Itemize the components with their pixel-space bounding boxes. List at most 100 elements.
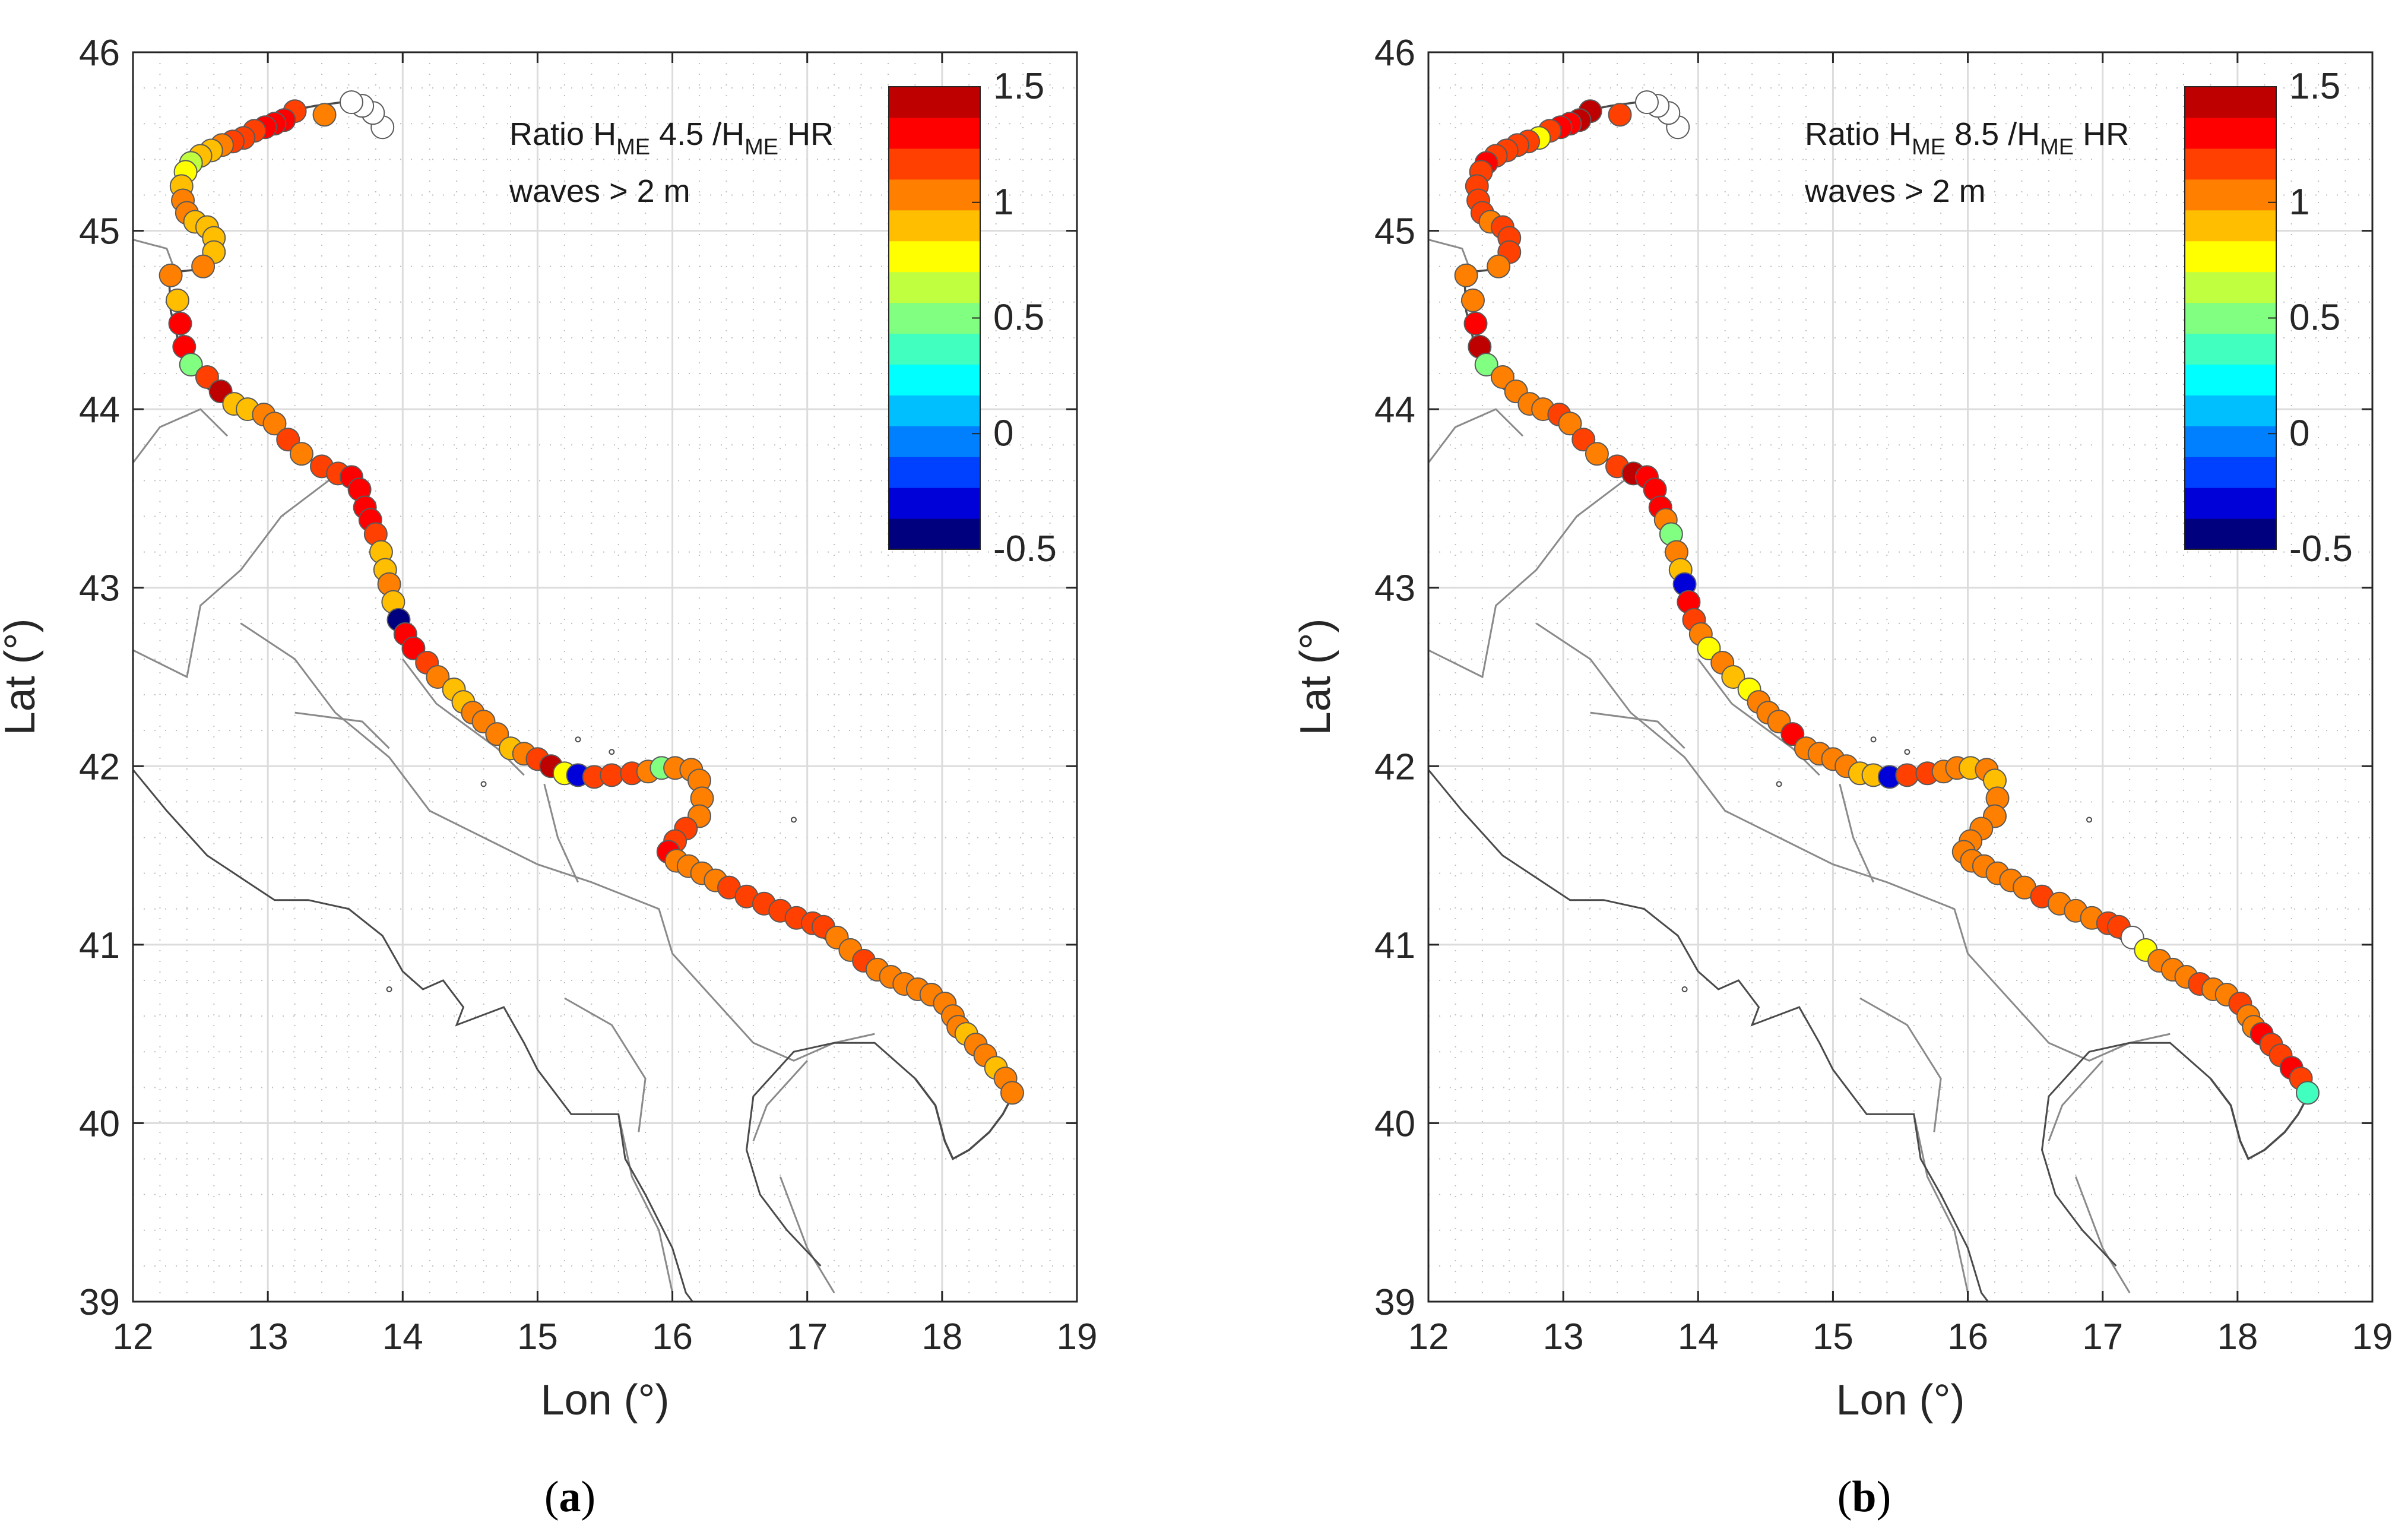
annotation-text: 8.5 /H [1946, 116, 2040, 152]
y-axis-label: Lat (°) [0, 619, 44, 736]
ratio-marker [600, 763, 624, 787]
colorbar-segment [889, 457, 980, 488]
y-tick-label: 41 [1374, 925, 1415, 966]
island [1904, 749, 1910, 755]
plot-area [1428, 52, 2372, 1302]
y-tick-label: 42 [1374, 746, 1415, 787]
x-axis-label: Lon (°) [1836, 1376, 1965, 1424]
taranto-coastline [2041, 1042, 2211, 1267]
caption-paren-close: ) [1877, 1473, 1891, 1521]
ratio-marker [1608, 103, 1632, 127]
colorbar-segment [889, 117, 980, 149]
panel-caption: (b) [1837, 1473, 1891, 1521]
region-border [564, 997, 647, 1132]
annotation-text: Ratio H [1805, 116, 1912, 152]
colorbar-segment [889, 364, 980, 395]
colorbar-tick-label: 1.5 [2289, 66, 2340, 107]
colorbar-segment [2185, 302, 2276, 334]
colorbar-segment [2185, 488, 2276, 519]
region-border [240, 622, 875, 1062]
island [609, 749, 615, 755]
x-tick-label: 17 [2082, 1316, 2123, 1357]
island [386, 986, 392, 992]
y-tick-label: 43 [1374, 568, 1415, 609]
wave-threshold-annotation: waves > 2 m [1804, 173, 1986, 209]
x-tick-label: 16 [1947, 1316, 1988, 1357]
y-tick-label: 41 [79, 925, 120, 966]
colorbar-segment [2185, 457, 2276, 488]
y-tick-label: 42 [79, 746, 120, 787]
major-grid [1428, 52, 2372, 1302]
x-tick-label: 19 [1057, 1316, 1098, 1357]
ratio-marker [339, 90, 363, 115]
colorbar-segment [889, 210, 980, 242]
annotation-text: Ratio H [509, 116, 616, 152]
region-border [1428, 408, 1524, 464]
ratio-marker [1460, 288, 1485, 312]
ratio-annotation: Ratio HME 4.5 /HME HR [509, 116, 834, 160]
region-border [543, 783, 579, 883]
annotation-text: HR [778, 116, 834, 152]
colorbar-tick-label: -0.5 [2289, 528, 2353, 569]
colorbar-segment [889, 488, 980, 519]
colorbar-segment [2185, 179, 2276, 211]
colorbar-tick-label: 1 [993, 182, 1013, 223]
y-tick-label: 39 [1374, 1282, 1415, 1323]
panel-caption: (a) [544, 1473, 595, 1521]
ratio-marker [168, 311, 192, 336]
region-border [1428, 480, 1625, 679]
ratio-marker [426, 665, 450, 689]
colorbar-segment [2185, 333, 2276, 365]
x-tick-label: 17 [787, 1316, 828, 1357]
colorbar-segment [889, 148, 980, 180]
colorbar-segment [2185, 426, 2276, 457]
colorbar: -0.5 0 0.5 1 1.5 [888, 66, 1057, 569]
region-border [779, 1176, 835, 1293]
island [480, 781, 487, 787]
ratio-marker [1721, 665, 1745, 689]
colorbar-segment [889, 426, 980, 457]
region-border [2048, 1060, 2103, 1142]
ratio-marker [1000, 1081, 1024, 1105]
adriatic-coastline [1463, 101, 2309, 1160]
region-border [133, 239, 175, 267]
colorbar: -0.5 0 0.5 1 1.5 [2184, 66, 2353, 569]
ratio-markers [1454, 90, 2320, 1105]
island [1681, 986, 1688, 992]
colorbar-tick-label: 0.5 [2289, 297, 2340, 338]
x-tick-label: 14 [382, 1316, 423, 1357]
wave-threshold-annotation: waves > 2 m [509, 173, 690, 209]
island [2086, 816, 2092, 823]
x-tick-label: 15 [517, 1316, 558, 1357]
ratio-marker [1474, 353, 1498, 376]
axes-box [132, 51, 1078, 1303]
caption-paren-open: ( [1837, 1473, 1852, 1521]
region-border [752, 1060, 808, 1142]
region-border [617, 1114, 674, 1293]
annotation-subscript: ME [744, 135, 778, 160]
x-tick-label: 12 [1408, 1316, 1449, 1357]
region-border [1859, 997, 1942, 1132]
ratio-marker [1558, 412, 1582, 436]
ratio-markers [159, 90, 1024, 1105]
colorbar-segment [889, 302, 980, 334]
x-tick-label: 13 [1543, 1316, 1584, 1357]
colorbar-tick-label: 0 [993, 413, 1013, 454]
ratio-marker [1634, 90, 1659, 115]
region-border [1590, 711, 1685, 749]
panel-a: 12 13 14 15 16 17 18 19 39 40 41 42 43 44 45 46 Lon (°) L… [0, 33, 1097, 1521]
ratio-marker [165, 288, 189, 312]
region-border [1913, 1114, 1969, 1293]
colorbar-tick-label: 1 [2289, 182, 2309, 223]
colorbar-tick-label: 0.5 [993, 297, 1044, 338]
colorbar-segment [889, 271, 980, 303]
x-tick-label: 15 [1813, 1316, 1853, 1357]
adriatic-coastline [168, 101, 1013, 1160]
caption-label: a [559, 1473, 581, 1521]
island [1776, 781, 1782, 787]
axes-box [1427, 51, 2374, 1303]
colorbar-segment [2185, 395, 2276, 426]
ratio-marker [262, 412, 287, 436]
caption-paren-close: ) [581, 1473, 596, 1521]
colorbar-segment [889, 518, 980, 550]
